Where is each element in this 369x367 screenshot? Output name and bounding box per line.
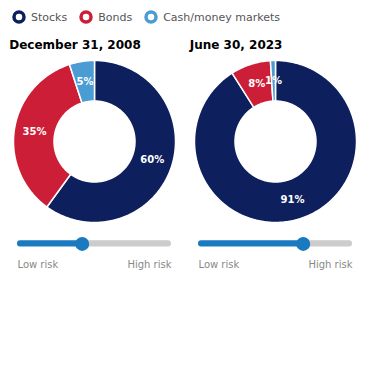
svg-text:Low risk: Low risk [18,259,59,270]
html-text:Stocks: Stocks [31,10,68,24]
svg-text:8%: 8% [248,78,265,89]
html-text:Cash/money markets: Cash/money markets [163,10,280,24]
html-text:December 31, 2008: December 31, 2008 [9,38,141,52]
svg-text:5%: 5% [77,76,94,87]
svg-text:High risk: High risk [308,259,352,270]
svg-text:60%: 60% [141,154,165,165]
svg-text:High risk: High risk [128,259,172,270]
svg-text:35%: 35% [23,126,47,137]
html-text:Bonds: Bonds [98,10,133,24]
svg-text:Low risk: Low risk [198,259,239,270]
svg-text:1%: 1% [265,75,282,86]
html-text:June 30, 2023: June 30, 2023 [189,38,283,52]
svg-text:91%: 91% [280,194,304,205]
